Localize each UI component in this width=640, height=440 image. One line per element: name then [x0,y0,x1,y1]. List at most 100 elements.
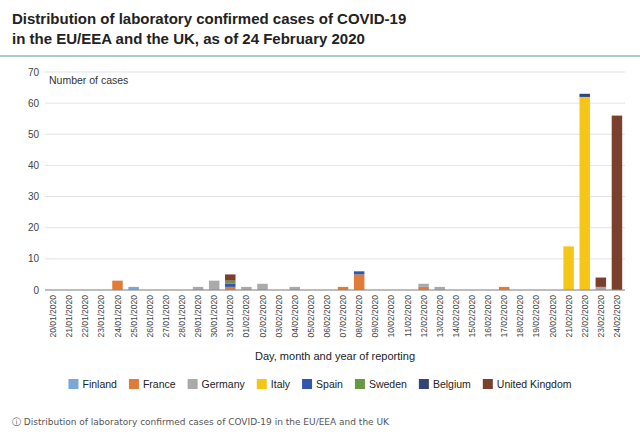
bar [241,286,251,287]
legend-item: Italy [257,378,291,390]
bar [596,278,606,287]
bar [112,280,122,281]
bar [418,283,428,284]
x-axis-line [45,290,625,291]
bar [225,274,235,280]
bar [579,97,589,290]
bar [338,286,348,287]
bar [193,286,203,287]
bar [499,286,509,287]
x-tick-label: 28/01/2020 [177,295,187,338]
x-tick-label: 03/02/2020 [274,295,284,338]
bar [499,286,509,287]
legend-swatch [483,379,493,389]
y-tick-label: 50 [28,129,40,140]
bar [289,286,299,287]
chart: Distribution of laboratory confirmed cas… [0,0,640,440]
grid-line [45,72,625,73]
legend-label: Sweden [369,378,407,390]
legend-label: Belgium [433,378,471,390]
bar [209,281,219,290]
y-tick-label: 60 [28,98,40,109]
bar [418,283,428,284]
x-tick-label: 14/02/2020 [451,295,461,338]
series [225,271,364,287]
x-axis: 20/01/202021/01/202022/01/202023/01/2020… [45,290,625,338]
x-tick-label: 17/02/2020 [499,295,509,338]
x-tick-label: 11/02/2020 [403,295,413,337]
bar [338,286,348,287]
y-axis: 010203040506070 [28,67,625,296]
grid-line [45,258,625,259]
legend-label: Italy [271,378,291,390]
x-tick-label: 30/01/2020 [209,295,219,338]
x-tick-label: 01/02/2020 [241,295,251,338]
bar [499,286,509,287]
bar [128,286,138,287]
bar [209,280,219,281]
x-tick-label: 08/02/2020 [354,295,364,338]
bar [354,271,364,272]
x-tick-label: 12/02/2020 [419,295,429,338]
bar [499,286,509,287]
bar [289,286,299,287]
x-tick-label: 22/02/2020 [580,295,590,338]
bar [354,271,364,272]
legend-item: Spain [302,378,343,390]
legend-item: Sweden [355,378,407,390]
legend-label: Finland [82,378,117,390]
x-tick-label: 24/02/2020 [612,295,622,338]
x-tick-label: 18/02/2020 [515,295,525,338]
bar [434,286,444,287]
bar [354,271,364,274]
x-tick-label: 23/01/2020 [96,295,106,338]
title: Distribution of laboratory confirmed cas… [12,10,406,27]
grid-line [45,165,625,166]
bar [225,281,235,284]
bar [563,246,573,247]
legend-item: France [129,378,176,390]
bar [257,283,267,284]
bar [209,280,219,281]
bar [434,286,444,287]
x-tick-label: 20/01/2020 [48,295,58,338]
x-axis-label: Day, month and year of reporting [255,350,415,362]
bar [112,281,122,290]
legend-swatch [419,379,429,389]
bar [225,284,235,287]
bar [128,286,138,287]
bar [193,286,203,287]
series [579,94,589,97]
bar [289,286,299,287]
note: ⓘ Distribution of laboratory confirmed c… [12,417,390,427]
bar [434,286,444,287]
x-tick-label: 05/02/2020 [306,295,316,338]
bar [338,286,348,287]
legend: FinlandFranceGermanyItalySpainSwedenBelg… [68,378,571,390]
bar [499,286,509,287]
legend-label: France [143,378,176,390]
grid-line [45,196,625,197]
legend-item: Belgium [419,378,471,390]
bar [257,284,267,290]
grid-line [45,134,625,135]
bar [112,280,122,281]
x-tick-label: 31/01/2020 [225,295,235,338]
bar [579,93,589,94]
legend-swatch [355,379,365,389]
bar [241,286,251,287]
x-tick-label: 25/01/2020 [129,295,139,338]
x-tick-label: 26/01/2020 [145,295,155,338]
bar [257,283,267,284]
x-tick-label: 27/01/2020 [161,295,171,338]
x-tick-label: 23/02/2020 [596,295,606,338]
bar [209,280,219,281]
bar [112,280,122,281]
bar [434,286,444,287]
bar [418,283,428,284]
y-tick-label: 30 [28,191,40,202]
bar [257,283,267,284]
bar [579,94,589,97]
bar [418,283,428,284]
x-tick-label: 09/02/2020 [370,295,380,338]
